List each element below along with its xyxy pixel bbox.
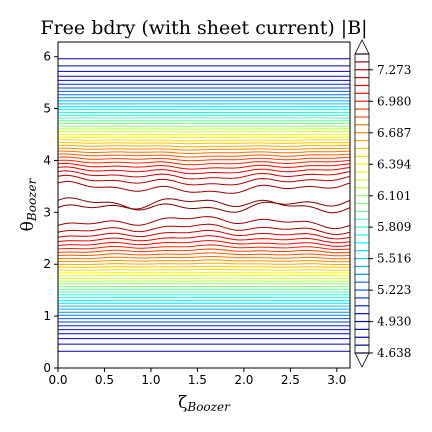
y-tick-label: 5 bbox=[43, 102, 51, 116]
x-axis-label-sub: Boozer bbox=[186, 400, 231, 414]
x-tick-label: 1.0 bbox=[141, 373, 160, 387]
y-tick-label: 6 bbox=[43, 50, 51, 64]
colorbar-tick-label: 5.223 bbox=[377, 283, 411, 297]
contour-line bbox=[58, 133, 350, 136]
contour-line bbox=[58, 274, 350, 277]
contour-line bbox=[57, 139, 350, 142]
contour-line bbox=[57, 180, 351, 194]
contour-line bbox=[57, 153, 351, 158]
contour-line bbox=[58, 136, 350, 139]
contour-line bbox=[57, 162, 351, 170]
contour-line bbox=[57, 248, 351, 254]
x-tick-label: 3.0 bbox=[327, 373, 346, 387]
colorbar-frame bbox=[354, 53, 370, 354]
y-tick-label: 2 bbox=[43, 257, 51, 271]
chart-title: Free bdry (with sheet current) |B| bbox=[40, 17, 367, 39]
contour-line bbox=[58, 262, 351, 266]
y-axis-label-sub: Boozer bbox=[25, 177, 39, 222]
x-axis-ticks: 0.0 0.5 1.0 1.5 2.0 2.5 3.0 bbox=[48, 368, 346, 387]
contour-line bbox=[57, 144, 350, 148]
contour-line bbox=[57, 166, 351, 175]
contour-line bbox=[58, 268, 350, 271]
colorbar-tick-label: 6.394 bbox=[377, 157, 412, 171]
colorbar: 7.273 6.980 6.687 6.394 6.101 5.809 5.516 5.223… bbox=[354, 39, 412, 368]
contour-lines bbox=[57, 58, 351, 352]
y-axis-ticks: 0 1 2 3 4 5 6 bbox=[43, 50, 58, 375]
colorbar-tick-label: 5.809 bbox=[377, 220, 411, 234]
x-tick-label: 1.5 bbox=[188, 373, 207, 387]
x-tick-label: 0.5 bbox=[95, 373, 114, 387]
colorbar-level-lines bbox=[355, 53, 369, 354]
contour-line bbox=[57, 170, 351, 180]
y-tick-label: 4 bbox=[43, 153, 51, 167]
contour-line bbox=[57, 223, 351, 236]
plot-area bbox=[57, 41, 351, 369]
y-axis-label-main: θ bbox=[18, 221, 38, 231]
contour-line bbox=[57, 216, 351, 230]
contour-line bbox=[58, 142, 351, 145]
contour-line bbox=[57, 256, 350, 260]
contour-line bbox=[57, 159, 351, 166]
colorbar-tick-label: 6.101 bbox=[377, 189, 411, 203]
contour-line bbox=[58, 147, 351, 151]
contour-line bbox=[57, 235, 351, 244]
y-axis-label: θBoozer bbox=[18, 177, 39, 231]
colorbar-extend-bottom bbox=[354, 352, 370, 368]
x-axis-label: ζBoozer bbox=[178, 393, 231, 414]
colorbar-ticks: 7.273 6.980 6.687 6.394 6.101 5.809 5.516 5.223… bbox=[369, 63, 412, 360]
contour-line bbox=[58, 265, 350, 268]
y-tick-label: 3 bbox=[43, 205, 51, 219]
contour-line bbox=[57, 156, 351, 162]
contour-line bbox=[57, 229, 351, 240]
x-axis-label-main: ζ bbox=[178, 393, 187, 413]
contour-line bbox=[58, 259, 351, 263]
y-tick-label: 0 bbox=[43, 361, 51, 375]
contour-line bbox=[58, 271, 350, 274]
contour-line bbox=[57, 244, 351, 251]
colorbar-tick-label: 4.930 bbox=[377, 315, 411, 329]
contour-line bbox=[58, 150, 351, 154]
colorbar-tick-label: 6.687 bbox=[377, 126, 411, 140]
x-tick-label: 2.5 bbox=[281, 373, 300, 387]
contour-line bbox=[57, 197, 351, 213]
colorbar-extend-top bbox=[354, 39, 370, 55]
axes-frame bbox=[57, 41, 351, 369]
colorbar-tick-label: 5.516 bbox=[377, 252, 411, 266]
contour-line bbox=[57, 174, 351, 186]
colorbar-tick-label: 4.638 bbox=[377, 346, 411, 360]
contour-line bbox=[57, 240, 351, 247]
contour-line bbox=[57, 198, 351, 214]
x-tick-label: 0.0 bbox=[48, 373, 67, 387]
y-tick-label: 1 bbox=[43, 309, 51, 323]
x-tick-label: 2.0 bbox=[234, 373, 253, 387]
colorbar-tick-label: 6.980 bbox=[377, 94, 411, 108]
colorbar-tick-label: 7.273 bbox=[377, 63, 411, 77]
contour-line bbox=[57, 252, 351, 257]
